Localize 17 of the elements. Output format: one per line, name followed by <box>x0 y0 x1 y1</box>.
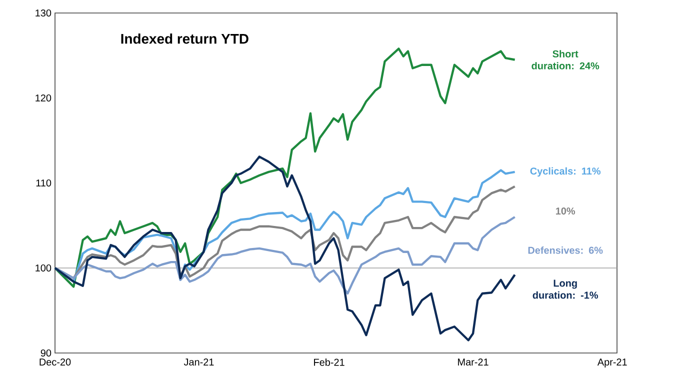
y-tick-label: 90 <box>40 349 52 357</box>
x-tick-label: Mar-21 <box>458 358 488 366</box>
y-tick-label: 120 <box>36 94 52 102</box>
x-tick-label: Apr-21 <box>597 358 627 368</box>
y-tick-label: 100 <box>36 264 52 272</box>
x-tick-label: Dec-20 <box>40 358 71 366</box>
y-tick-label: 110 <box>36 179 52 187</box>
line-series <box>54 216 516 295</box>
series-label: Long duration: -1% <box>532 280 598 299</box>
series-label: Short duration: 24% <box>532 50 600 70</box>
text: Defensives: 6% <box>528 246 603 254</box>
series-label: Cyclicals: 11% <box>530 167 601 177</box>
y-tick-label: 130 <box>36 9 52 17</box>
text: Indexed return YTD <box>121 34 248 44</box>
x-tick-label: Jan-21 <box>184 358 214 366</box>
text: 10% <box>556 208 576 215</box>
x-tick-label: Feb-21 <box>314 358 344 366</box>
